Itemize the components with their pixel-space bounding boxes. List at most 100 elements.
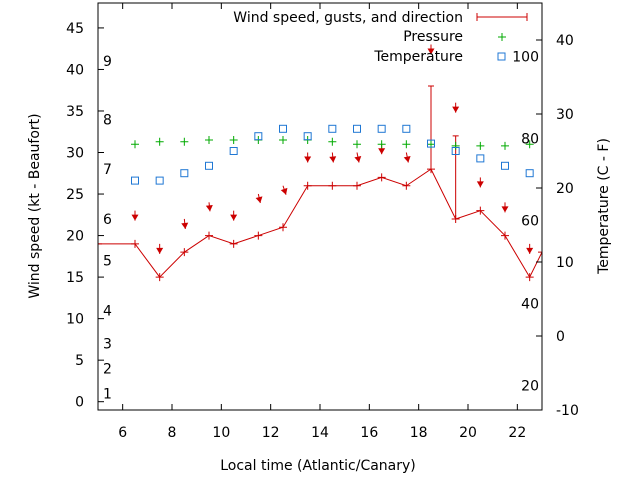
y-tick-label: 20 <box>66 229 84 245</box>
temperature-point <box>303 132 312 141</box>
wind-speed-point <box>476 206 485 215</box>
wind-speed-point <box>155 273 164 282</box>
temperature-point <box>155 176 164 185</box>
y-tick-label: 25 <box>66 187 84 203</box>
beaufort-label: 2 <box>103 361 112 377</box>
temperature-series-layer <box>131 124 534 185</box>
fahrenheit-label: 80 <box>521 131 539 147</box>
wind-speed-point <box>525 273 534 282</box>
direction-arrow <box>501 202 509 213</box>
direction-arrow <box>205 202 213 212</box>
temperature-point <box>476 154 485 163</box>
pressure-point <box>155 137 164 146</box>
wind-speed-point <box>279 223 287 232</box>
beaufort-label: 5 <box>103 253 112 269</box>
y2-tick-label: 10 <box>556 255 574 271</box>
y-tick-label: 0 <box>75 395 84 411</box>
pressure-point <box>525 140 534 149</box>
direction-arrow <box>230 210 238 221</box>
pressure-point <box>328 137 337 146</box>
temperature-point <box>501 161 509 170</box>
temperature-point <box>525 169 534 178</box>
direction-arrow <box>255 193 263 204</box>
wind-speed-point <box>353 181 361 190</box>
direction-arrow <box>476 177 484 188</box>
beaufort-label: 8 <box>103 112 112 128</box>
wind-series-layer <box>98 165 542 282</box>
axes-layer: 6 8 10 12 14 16 18 20 22051015202530354045-10010… <box>66 3 579 441</box>
y2-axis-label: Temperature (C - F) <box>596 138 612 275</box>
legend-swatch-temperature <box>497 52 506 61</box>
y-tick-label: 45 <box>66 21 84 37</box>
pressure-point <box>377 140 386 149</box>
direction-arrow <box>526 243 534 254</box>
direction-arrow <box>280 185 288 195</box>
y-axis-label: Wind speed (kt - Beaufort) <box>27 113 43 298</box>
temperature-point <box>402 124 411 133</box>
beaufort-label: 4 <box>103 303 112 319</box>
x-tick-label: 12 <box>262 425 280 441</box>
y-tick-label: 15 <box>66 270 84 286</box>
legend: Wind speed, gusts, and direction Pressur… <box>233 10 528 65</box>
direction-arrow <box>181 218 189 230</box>
pressure-point <box>402 140 411 149</box>
wind-speed-point <box>131 239 139 248</box>
x-tick-label: 8 <box>168 425 177 441</box>
legend-label-wind: Wind speed, gusts, and direction <box>233 10 463 26</box>
pressure-point <box>476 141 485 150</box>
wind-speed-point <box>328 181 337 190</box>
temperature-point <box>427 139 435 148</box>
temperature-point <box>353 124 361 133</box>
y-tick-label: 40 <box>66 62 84 78</box>
pressure-point <box>131 140 139 149</box>
temperature-point <box>451 147 460 155</box>
direction-arrow <box>403 152 411 163</box>
temperature-point <box>279 124 287 133</box>
pressure-point <box>353 140 361 149</box>
legend-label-pressure: Pressure <box>403 29 463 45</box>
fahrenheit-label: 60 <box>521 214 539 230</box>
pressure-point <box>501 141 509 150</box>
wind-speed-point <box>205 231 213 240</box>
temperature-point <box>205 161 213 170</box>
gusts-layer <box>428 85 459 219</box>
pressure-point <box>451 141 460 150</box>
wind-speed-point <box>229 239 238 248</box>
direction-arrow <box>131 210 139 221</box>
fahrenheit-label: 20 <box>521 379 539 395</box>
temperature-point <box>229 147 238 155</box>
direction-arrows-layer <box>131 44 534 254</box>
fahrenheit-label: 100 <box>512 49 539 65</box>
beaufort-label: 9 <box>103 54 112 70</box>
temperature-point <box>377 124 386 133</box>
wind-speed-point <box>254 231 263 240</box>
y2-tick-label: 0 <box>556 329 565 345</box>
direction-arrow <box>329 152 337 163</box>
y-tick-label: 10 <box>66 312 84 328</box>
beaufort-label: 6 <box>103 212 112 228</box>
gust-bar <box>428 85 434 170</box>
legend-label-temperature: Temperature <box>373 49 463 65</box>
x-tick-label: 20 <box>459 425 477 441</box>
pressure-point <box>205 136 213 145</box>
temperature-point <box>254 132 263 141</box>
x-tick-label: 6 <box>118 425 127 441</box>
pressure-series-layer <box>131 136 534 150</box>
direction-arrow <box>452 102 460 113</box>
y-tick-label: 35 <box>66 104 84 120</box>
y2-tick-label: 40 <box>556 33 574 49</box>
wind-speed-point <box>377 173 386 182</box>
wind-speed-point <box>98 239 102 248</box>
pressure-point <box>279 136 287 145</box>
x-tick-label: 16 <box>360 425 378 441</box>
x-tick-label: 10 <box>212 425 230 441</box>
wind-speed-point <box>180 248 189 257</box>
x-axis-label: Local time (Atlantic/Canary) <box>220 458 416 474</box>
temperature-point <box>131 176 139 185</box>
x-tick-label: 22 <box>508 425 526 441</box>
direction-arrow <box>354 152 362 163</box>
wind-speed-point <box>303 181 312 190</box>
beaufort-label: 3 <box>103 337 112 353</box>
y-tick-label: 5 <box>75 353 84 369</box>
